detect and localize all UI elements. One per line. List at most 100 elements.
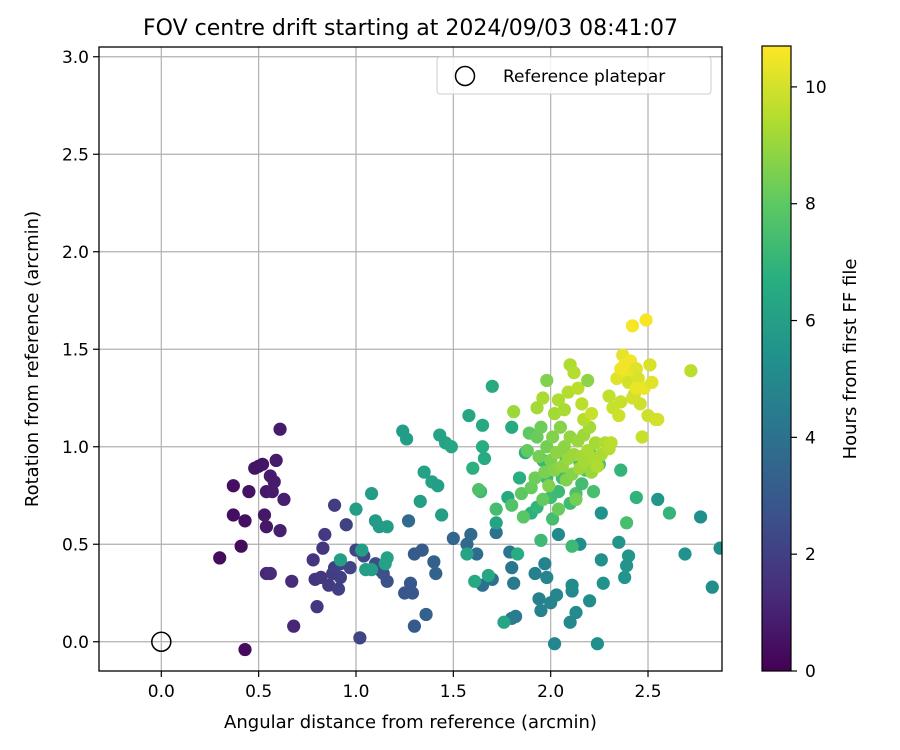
x-tick-label: 1.0 [342,682,369,702]
data-point [466,461,480,475]
data-point [565,578,579,592]
data-point [569,492,583,506]
data-point [507,576,521,590]
data-point [310,600,324,614]
data-point [534,533,548,547]
data-point [678,547,692,561]
data-point [238,642,252,657]
data-point [355,543,369,557]
data-point [512,471,527,485]
data-point [446,531,460,546]
x-tick-label: 2.5 [634,682,661,702]
x-tick-label: 0.0 [148,682,175,702]
y-tick-label: 0.5 [62,535,89,555]
data-point [257,508,272,522]
data-point [536,492,550,506]
x-tick-label: 0.5 [245,682,272,702]
legend-box [436,56,712,95]
legend: Reference platepar [436,56,712,95]
data-point [581,373,595,388]
data-point [435,508,449,522]
data-point [226,508,240,522]
colorbar-gradient [761,45,792,672]
y-tick-label: 0.0 [62,633,89,653]
data-point [263,566,277,581]
data-point [419,607,433,622]
data-point [318,527,332,542]
data-point [238,514,252,528]
data-point [462,408,476,423]
data-point [510,547,525,561]
data-point [475,440,490,454]
data-point [507,405,521,419]
data-point [472,483,486,497]
data-point [557,440,571,454]
data-point [316,541,330,555]
data-point [413,494,427,508]
x-tick-label: 2.0 [537,682,564,702]
data-point [364,563,379,577]
data-point [468,574,482,588]
data-point [651,492,665,506]
data-point [516,510,531,524]
data-point [551,502,566,516]
data-point [226,479,240,493]
data-point [542,479,556,493]
data-point [349,502,363,516]
data-point [514,486,529,501]
colorbar-tick-label: 0 [805,662,816,682]
data-point [520,444,534,458]
y-tick-label: 1.0 [62,438,89,458]
data-point [405,586,420,600]
data-point [547,637,562,651]
colorbar: 0 2 4 6 8 10 Hours from first FF file [761,45,861,682]
data-point [604,436,618,450]
data-point [594,553,608,567]
data-point [429,566,443,581]
data-point [401,514,416,528]
colorbar-ticks: 0 2 4 6 8 10 [791,78,827,682]
data-point [475,418,490,432]
chart-title: FOV centre drift starting at 2024/09/03 … [143,16,678,41]
data-point [380,551,394,565]
data-point [470,547,484,561]
data-point [285,574,299,588]
data-point [269,453,283,467]
data-point [602,389,616,403]
data-point [662,506,677,520]
data-point [528,566,542,581]
data-point [583,594,597,608]
colorbar-tick-label: 4 [805,428,816,448]
scatter-points [213,313,722,657]
data-point [705,580,719,594]
data-point [614,463,628,477]
data-point [618,570,632,585]
data-point [464,527,478,542]
data-point [444,440,458,454]
data-point [693,510,708,524]
data-point [567,366,581,380]
data-point [306,553,320,567]
data-point [569,605,583,620]
data-point [489,525,503,540]
data-point [343,561,357,575]
data-point [460,547,474,561]
y-tick-label: 2.0 [62,243,89,263]
data-point [534,603,548,618]
data-point [242,485,256,499]
reference-platepar-marker [151,631,172,652]
x-axis-label: Angular distance from reference (arcmin) [224,712,597,733]
data-point [651,412,665,427]
data-point [259,520,274,534]
data-point [234,539,248,553]
data-point [333,570,348,585]
data-point [267,475,281,489]
data-point [273,422,287,436]
data-point [505,498,519,512]
data-point [331,582,346,596]
data-point [540,440,554,454]
data-point [549,588,564,602]
data-point [546,512,560,526]
data-point [645,375,659,389]
data-point [584,407,599,421]
